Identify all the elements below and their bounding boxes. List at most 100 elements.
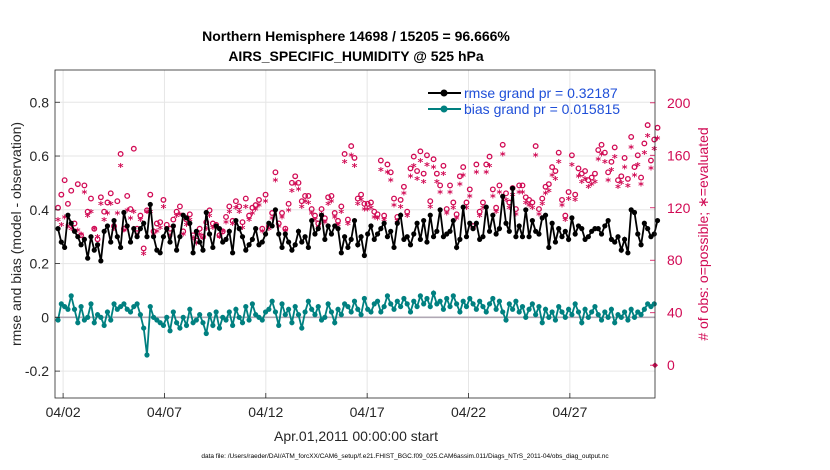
possible-obs-marker bbox=[440, 162, 447, 169]
rmse-point bbox=[249, 236, 255, 242]
evaluated-obs-marker: * bbox=[197, 229, 203, 242]
bias-point bbox=[137, 312, 143, 318]
bias-point bbox=[68, 293, 74, 299]
rmse-point bbox=[365, 231, 371, 237]
possible-obs-marker bbox=[298, 198, 305, 205]
bias-point bbox=[486, 301, 493, 307]
chart-subtitle: AIRS_SPECIFIC_HUMIDITY @ 525 hPa bbox=[228, 48, 484, 64]
possible-obs-marker bbox=[595, 147, 602, 153]
rmse-point bbox=[434, 228, 440, 234]
rmse-point bbox=[483, 204, 489, 210]
x-tick-label: 04/12 bbox=[248, 404, 283, 420]
evaluated-obs-marker: * bbox=[91, 224, 97, 237]
rmse-point bbox=[312, 231, 318, 237]
evaluated-obs-marker: * bbox=[609, 165, 615, 178]
bias-point bbox=[259, 317, 265, 323]
evaluated-obs-marker: * bbox=[65, 221, 71, 234]
evaluated-obs-marker: * bbox=[562, 215, 568, 228]
evaluated-obs-marker: * bbox=[375, 214, 381, 227]
possible-obs-marker bbox=[104, 199, 111, 206]
rmse-point bbox=[430, 234, 437, 240]
bias-point bbox=[295, 312, 302, 318]
rmse-point bbox=[55, 226, 61, 232]
rmse-point bbox=[447, 228, 453, 234]
bias-point bbox=[266, 306, 272, 312]
bias-point bbox=[618, 314, 624, 320]
rmse-point bbox=[164, 226, 170, 232]
possible-obs-marker bbox=[61, 177, 68, 184]
rmse-point bbox=[519, 234, 526, 240]
possible-obs-marker bbox=[466, 186, 473, 193]
x-axis: 04/02 04/07 04/12 04/17 04/22 04/27 bbox=[46, 393, 588, 420]
evaluated-obs-marker: * bbox=[401, 189, 407, 202]
rmse-point bbox=[523, 207, 529, 213]
possible-obs-marker bbox=[638, 174, 645, 181]
evaluated-obs-marker: * bbox=[154, 227, 160, 240]
possible-obs-marker bbox=[344, 216, 351, 223]
bias-point bbox=[401, 295, 407, 302]
possible-obs-marker bbox=[130, 145, 137, 152]
possible-obs-marker bbox=[374, 211, 381, 218]
evaluated-obs-marker: * bbox=[582, 174, 588, 187]
evaluated-obs-marker: * bbox=[434, 177, 440, 190]
evaluated-obs-marker: * bbox=[263, 197, 269, 210]
rmse-point bbox=[454, 244, 460, 251]
evaluated-obs-marker: * bbox=[536, 210, 542, 223]
possible-obs-marker bbox=[377, 157, 384, 164]
bias-point bbox=[88, 301, 94, 307]
evaluated-obs-marker: * bbox=[55, 215, 61, 228]
possible-obs-marker bbox=[387, 169, 394, 176]
bias-point bbox=[575, 309, 582, 315]
rmse-point bbox=[114, 234, 120, 240]
bias-point bbox=[457, 309, 463, 315]
bias-point bbox=[206, 312, 213, 318]
possible-obs-marker bbox=[496, 182, 503, 189]
evaluated-obs-marker: * bbox=[322, 218, 328, 231]
bias-point bbox=[351, 298, 358, 304]
possible-obs-marker bbox=[338, 203, 345, 210]
bias-point bbox=[480, 303, 486, 310]
evaluated-obs-marker: * bbox=[144, 207, 150, 220]
rmse-point bbox=[157, 250, 163, 256]
rmse-point bbox=[549, 220, 555, 226]
evaluated-obs-marker: * bbox=[365, 204, 371, 217]
rmse-point bbox=[493, 231, 499, 237]
evaluated-obs-marker: * bbox=[266, 224, 272, 237]
bias-point bbox=[490, 295, 496, 302]
rmse-point bbox=[302, 234, 308, 240]
evaluated-obs-marker: * bbox=[520, 187, 526, 200]
bias-point bbox=[562, 314, 568, 320]
evaluated-obs-marker: * bbox=[180, 229, 186, 242]
evaluated-obs-marker: * bbox=[569, 160, 575, 173]
bias-point bbox=[325, 301, 331, 307]
evaluated-obs-marker: * bbox=[638, 179, 644, 192]
evaluated-obs-marker: * bbox=[605, 176, 611, 189]
rmse-point bbox=[506, 228, 512, 234]
possible-obs-marker bbox=[463, 199, 470, 206]
evaluated-obs-marker: * bbox=[523, 198, 529, 211]
chart-title: Northern Hemisphere 14698 / 15205 = 96.6… bbox=[202, 28, 510, 44]
evaluated-obs-marker: * bbox=[467, 191, 473, 204]
evaluated-obs-marker: * bbox=[464, 203, 470, 216]
bias-point bbox=[628, 306, 634, 312]
possible-obs-marker bbox=[552, 168, 559, 174]
evaluated-obs-marker: * bbox=[497, 187, 503, 200]
bias-point bbox=[391, 306, 397, 312]
rmse-point bbox=[463, 234, 470, 240]
rmse-point bbox=[309, 217, 315, 224]
evaluated-obs-marker: * bbox=[490, 191, 496, 204]
evaluated-obs-marker: * bbox=[236, 207, 242, 220]
possible-obs-marker bbox=[476, 208, 483, 215]
possible-obs-marker bbox=[621, 154, 628, 161]
evaluated-obs-marker: * bbox=[62, 212, 68, 225]
rmse-point bbox=[542, 212, 549, 218]
possible-obs-marker bbox=[328, 193, 335, 199]
rmse-point bbox=[457, 236, 463, 242]
rmse-point bbox=[62, 244, 68, 251]
possible-obs-marker bbox=[97, 194, 104, 201]
bias-point bbox=[437, 298, 443, 304]
bias-point bbox=[332, 320, 338, 326]
possible-obs-marker bbox=[354, 195, 361, 202]
rmse-point bbox=[556, 226, 562, 232]
possible-obs-marker bbox=[252, 202, 259, 209]
